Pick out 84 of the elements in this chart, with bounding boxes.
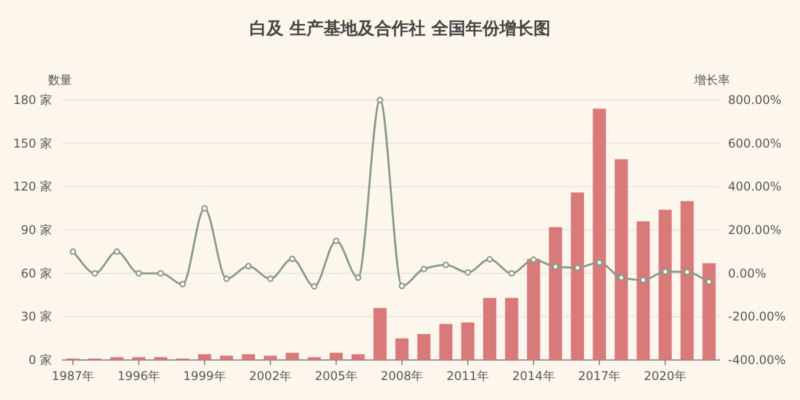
y2-tick-label: -200.00% — [728, 310, 786, 324]
bar — [395, 338, 409, 360]
point — [552, 263, 559, 270]
point — [706, 278, 712, 286]
point — [376, 96, 384, 104]
bar — [264, 356, 277, 360]
y2-tick-label: 0.00% — [728, 266, 766, 280]
bar — [308, 357, 321, 360]
point — [354, 274, 362, 281]
y-axis-title: 数量 — [48, 73, 72, 87]
point — [289, 256, 296, 262]
point — [530, 256, 537, 263]
point — [420, 266, 428, 272]
x-tick-label: 1999年 — [183, 369, 226, 383]
x-tick-label: 2014年 — [512, 369, 555, 383]
point — [640, 276, 646, 284]
point — [398, 282, 406, 290]
point — [136, 270, 142, 277]
y-tick-label: 30 家 — [20, 310, 52, 324]
bar — [330, 352, 343, 360]
y2-tick-label: 400.00% — [728, 180, 782, 194]
point — [114, 248, 120, 255]
point — [618, 274, 625, 281]
point — [157, 270, 164, 277]
point — [486, 256, 493, 262]
bar — [198, 354, 212, 360]
bar — [505, 298, 518, 360]
bar — [242, 354, 256, 360]
chart-title: 白及 生产基地及合作社 全国年份增长图 — [250, 19, 550, 39]
bar — [702, 263, 716, 360]
point — [70, 248, 76, 255]
bar — [614, 159, 628, 360]
bar — [526, 258, 540, 360]
x-tick-label: 1987年 — [52, 369, 94, 383]
point — [332, 238, 340, 244]
point — [310, 283, 318, 290]
bar — [220, 356, 234, 360]
point — [245, 262, 252, 270]
y-tick-label: 90 家 — [20, 223, 52, 237]
x-tick-label: 2020年 — [644, 369, 686, 383]
x-tick-label: 2002年 — [249, 369, 292, 383]
bar — [439, 324, 452, 360]
point — [223, 276, 230, 282]
x-tick-label: 2011年 — [446, 369, 490, 383]
bar — [461, 322, 474, 360]
bar — [154, 357, 168, 360]
bar — [373, 308, 387, 360]
y2-tick-label: -400.00% — [728, 353, 786, 367]
point — [464, 269, 472, 276]
y-tick-label: 150 家 — [13, 136, 52, 150]
bar — [110, 357, 124, 360]
point — [92, 270, 98, 277]
bar — [636, 221, 650, 360]
y-tick-label: 120 家 — [13, 180, 52, 194]
y-tick-label: 180 家 — [13, 93, 52, 107]
y-tick-label: 0 家 — [28, 353, 52, 367]
x-tick-label: 2005年 — [314, 369, 358, 383]
x-tick-label: 2017年 — [578, 369, 621, 383]
y2-axis-title: 增长率 — [693, 73, 730, 87]
y-tick-label: 60 家 — [20, 266, 52, 280]
bar — [680, 201, 694, 360]
bar — [592, 108, 606, 360]
bar — [658, 210, 672, 360]
point — [574, 264, 581, 271]
bar — [570, 192, 584, 360]
point — [508, 270, 515, 277]
point — [179, 280, 186, 288]
bar — [132, 357, 146, 360]
point — [684, 268, 690, 276]
bar — [483, 298, 496, 360]
y2-tick-label: 200.00% — [728, 223, 782, 237]
y2-tick-label: 800.00% — [728, 93, 782, 107]
point — [662, 268, 668, 275]
point — [596, 259, 603, 266]
bar — [548, 227, 562, 360]
x-tick-label: 1996年 — [117, 369, 160, 383]
y2-tick-label: 600.00% — [728, 136, 782, 150]
point — [201, 205, 208, 212]
bar — [417, 334, 430, 360]
point — [442, 262, 450, 268]
point — [267, 276, 274, 282]
x-tick-label: 2008年 — [380, 369, 424, 383]
bar — [286, 352, 299, 360]
bar — [352, 354, 365, 360]
